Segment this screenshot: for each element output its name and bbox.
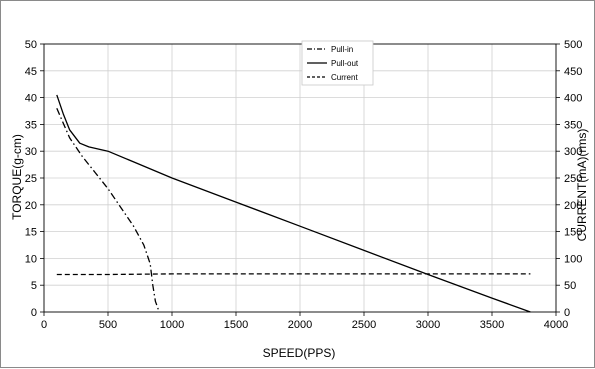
x-tick-label: 1000 — [160, 319, 184, 331]
y2-tick-label: 350 — [564, 119, 582, 131]
y-tick-labels: 0 5 10 15 20 25 30 35 40 45 50 — [25, 39, 37, 319]
series-line-pull-in — [56, 108, 160, 313]
y-tick-label: 30 — [25, 146, 37, 158]
y2-axis-title: CURRENT(mA)(rms) — [575, 129, 589, 242]
x-tick-label: 3500 — [480, 319, 504, 331]
legend-label-pull-in: Pull-in — [331, 45, 353, 54]
legend-label-current: Current — [331, 73, 358, 82]
y2-tick-label: 300 — [564, 146, 582, 158]
y2-tick-label: 150 — [564, 227, 582, 239]
y2-tick-labels: 0 50 100 150 200 250 300 350 400 450 500 — [564, 39, 582, 319]
x-tick-label: 1500 — [224, 319, 248, 331]
y-tick-label: 50 — [25, 39, 37, 51]
x-tick-label: 3000 — [416, 319, 440, 331]
y-tick-label: 45 — [25, 66, 37, 78]
x-tick-label: 2500 — [352, 319, 376, 331]
y2-tick-label: 250 — [564, 173, 582, 185]
y-tick-label: 0 — [31, 307, 37, 319]
x-tick-labels: 0 500 1000 1500 2000 2500 3000 3500 4000 — [41, 319, 568, 331]
y-tick-label: 15 — [25, 227, 37, 239]
series-line-pull-out — [56, 94, 531, 313]
y2-tick-label: 50 — [564, 280, 576, 292]
x-tick-label: 4000 — [544, 319, 568, 331]
y-tick-label: 20 — [25, 200, 37, 212]
series-lines — [56, 94, 531, 313]
legend: Pull-in Pull-out Current — [301, 40, 374, 86]
plot-area-border — [43, 43, 557, 313]
y-axis-title: TORQUE(g-cm) — [10, 134, 24, 220]
x-tick-label: 500 — [99, 319, 117, 331]
y-tick-label: 40 — [25, 93, 37, 105]
y-tick-label: 35 — [25, 119, 37, 131]
x-tick-label: 0 — [41, 319, 47, 331]
x-axis-title: SPEED(PPS) — [263, 346, 336, 360]
y2-tick-label: 200 — [564, 200, 582, 212]
axes — [40, 43, 560, 316]
y2-tick-label: 100 — [564, 253, 582, 265]
y2-tick-label: 450 — [564, 66, 582, 78]
legend-label-pull-out: Pull-out — [331, 59, 359, 68]
x-tick-label: 2000 — [288, 319, 312, 331]
y2-tick-label: 500 — [564, 39, 582, 51]
y2-tick-label: 0 — [564, 307, 570, 319]
y-tick-label: 10 — [25, 253, 37, 265]
grid-lines — [44, 44, 556, 312]
y2-tick-label: 400 — [564, 93, 582, 105]
y-tick-label: 5 — [31, 280, 37, 292]
y-tick-label: 25 — [25, 173, 37, 185]
series-line-current — [56, 273, 531, 276]
